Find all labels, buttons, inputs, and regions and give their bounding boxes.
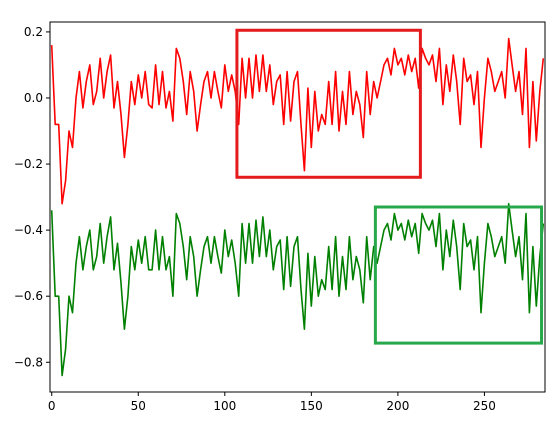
y-tick-label: −0.2 [14, 157, 43, 171]
series-layer [50, 37, 545, 377]
y-axis: 0.2 0.0 −0.2 −0.4 −0.6 −0.8 [14, 25, 50, 369]
y-tick-label: 0.0 [24, 91, 43, 105]
x-tick-label: 150 [300, 399, 323, 413]
x-tick-label: 250 [473, 399, 496, 413]
series-line-2 [50, 202, 545, 377]
y-tick-label: −0.8 [14, 355, 43, 369]
highlight-box-2 [373, 205, 544, 345]
x-tick-label: 100 [213, 399, 236, 413]
x-tick-label: 50 [131, 399, 146, 413]
y-tick-label: −0.4 [14, 223, 43, 237]
x-tick-label: 200 [386, 399, 409, 413]
y-tick-label: −0.6 [14, 289, 43, 303]
x-axis: 0 50 100 150 200 250 [48, 392, 496, 413]
annotation-layer [235, 28, 544, 345]
series-line-1 [50, 37, 545, 205]
highlight-box-1 [235, 28, 422, 179]
x-tick-label: 0 [48, 399, 56, 413]
y-tick-label: 0.2 [24, 25, 43, 39]
plot-frame [49, 21, 546, 393]
